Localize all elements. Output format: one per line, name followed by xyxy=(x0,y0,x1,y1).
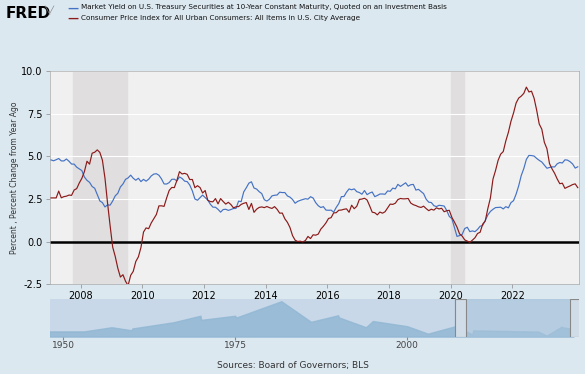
Text: Sources: Board of Governors; BLS: Sources: Board of Governors; BLS xyxy=(216,361,369,370)
Text: FRED: FRED xyxy=(6,6,51,21)
Text: —: — xyxy=(67,4,78,14)
Bar xyxy=(450,71,463,284)
Bar xyxy=(570,299,580,337)
Text: ╲╱: ╲╱ xyxy=(44,6,54,15)
Text: Market Yield on U.S. Treasury Securities at 10-Year Constant Maturity, Quoted on: Market Yield on U.S. Treasury Securities… xyxy=(81,4,446,10)
Bar xyxy=(73,71,127,284)
Bar xyxy=(455,299,466,337)
Bar xyxy=(455,299,573,337)
Text: —: — xyxy=(67,14,78,24)
Y-axis label: Percent , Percent Change from Year Ago: Percent , Percent Change from Year Ago xyxy=(9,101,19,254)
Text: Consumer Price Index for All Urban Consumers: All Items in U.S. City Average: Consumer Price Index for All Urban Consu… xyxy=(81,15,360,21)
